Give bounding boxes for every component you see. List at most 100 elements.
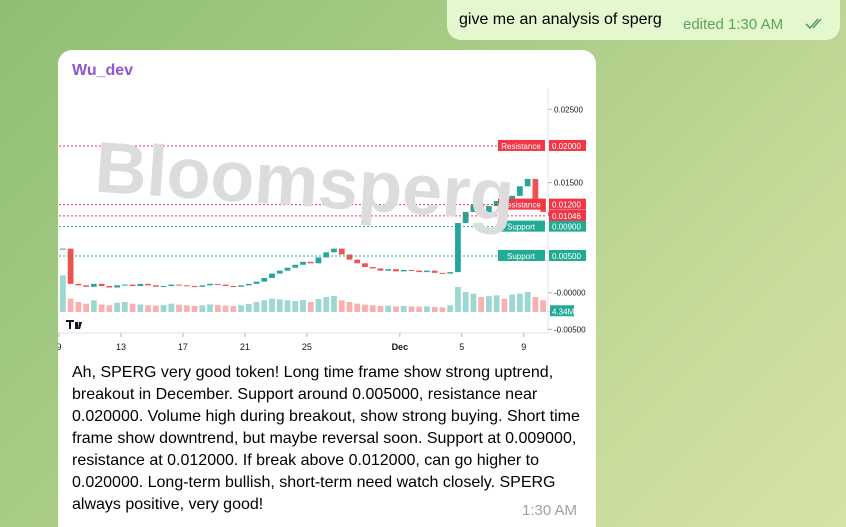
volume-bar bbox=[300, 300, 306, 312]
candle bbox=[207, 283, 213, 286]
candle bbox=[323, 252, 330, 258]
candle bbox=[168, 284, 175, 287]
volume-bar bbox=[253, 302, 260, 312]
candle bbox=[129, 284, 136, 287]
volume-bar bbox=[354, 303, 361, 312]
level-value-bg bbox=[549, 249, 586, 261]
volume-label-bg bbox=[550, 305, 574, 317]
level-name-bg bbox=[498, 139, 545, 151]
level-value: 0.01200 bbox=[552, 201, 581, 210]
level-value: 0.00900 bbox=[552, 223, 581, 232]
incoming-message[interactable]: Wu_dev 0.02500 0.01500 -0.00000 -0.00500 9 13… bbox=[58, 50, 596, 527]
candle bbox=[152, 285, 159, 287]
volume-bar bbox=[377, 306, 384, 312]
level-name: Support bbox=[507, 223, 536, 232]
candle bbox=[60, 248, 66, 250]
volume-bar bbox=[408, 306, 415, 312]
volume-bar bbox=[478, 297, 485, 312]
volume-bar bbox=[214, 305, 221, 312]
volume-bar bbox=[439, 307, 446, 312]
volume-bar bbox=[307, 302, 314, 312]
candle bbox=[67, 248, 74, 284]
candle bbox=[447, 272, 454, 274]
volume-bar bbox=[222, 305, 229, 312]
level-value: 0.02000 bbox=[552, 142, 581, 151]
candle bbox=[455, 222, 461, 273]
candle bbox=[354, 259, 361, 264]
level-value: 0.00500 bbox=[552, 252, 581, 261]
y-tick-label: -0.00500 bbox=[554, 325, 586, 334]
candle bbox=[137, 283, 144, 287]
volume-bar bbox=[346, 302, 353, 312]
candle bbox=[83, 285, 89, 287]
y-tick-label: 0.01500 bbox=[554, 179, 583, 188]
candle bbox=[462, 211, 469, 223]
level-name-bg bbox=[498, 220, 545, 232]
volume-bar bbox=[369, 305, 376, 312]
volume-bar bbox=[238, 305, 244, 312]
volume-bar bbox=[160, 305, 167, 312]
volume-bar bbox=[207, 304, 213, 312]
candle bbox=[486, 206, 492, 216]
volume-bar bbox=[284, 300, 291, 312]
volume-bar bbox=[385, 305, 392, 312]
candle bbox=[369, 266, 376, 269]
volume-bar bbox=[230, 306, 237, 312]
volume-bar bbox=[121, 302, 128, 312]
candle bbox=[517, 186, 523, 196]
candle bbox=[222, 284, 229, 287]
volume-bar bbox=[83, 303, 89, 312]
volume-bar bbox=[176, 304, 182, 312]
candle bbox=[362, 263, 368, 267]
level-name-bg bbox=[498, 198, 545, 210]
level-value-bg bbox=[549, 198, 586, 210]
candle bbox=[300, 261, 306, 265]
candle bbox=[199, 285, 206, 287]
volume-bar bbox=[269, 298, 275, 312]
x-tick-label: 9 bbox=[521, 342, 526, 352]
level-value: 0.01046 bbox=[552, 212, 581, 221]
volume-bar bbox=[315, 299, 322, 312]
candle bbox=[276, 270, 283, 274]
volume-bar bbox=[524, 292, 531, 312]
level-value-bg bbox=[549, 209, 586, 221]
volume-bar bbox=[114, 302, 120, 312]
candle bbox=[292, 264, 299, 268]
x-tick-label: 13 bbox=[116, 342, 126, 352]
x-tick-label: Dec bbox=[392, 342, 409, 352]
sender-name[interactable]: Wu_dev bbox=[72, 62, 134, 79]
y-tick-label: 0.02500 bbox=[554, 105, 583, 114]
volume-bar bbox=[462, 292, 469, 312]
candle bbox=[400, 269, 407, 272]
candle bbox=[75, 283, 82, 286]
candle bbox=[90, 283, 97, 287]
volume-bar bbox=[493, 295, 500, 312]
candle bbox=[439, 272, 446, 274]
candle bbox=[478, 204, 485, 216]
candle bbox=[214, 283, 221, 285]
outgoing-message[interactable]: give me an analysis of sperg edited 1:30… bbox=[447, 0, 840, 40]
volume-bar bbox=[517, 293, 523, 312]
candle bbox=[315, 257, 322, 264]
level-name-bg bbox=[498, 249, 545, 261]
volume-bar bbox=[75, 302, 82, 312]
volume-bar bbox=[168, 303, 175, 312]
candle bbox=[269, 273, 275, 278]
candle bbox=[377, 268, 384, 271]
candle bbox=[431, 270, 438, 273]
volume-bar bbox=[183, 305, 190, 312]
candle bbox=[346, 254, 353, 260]
message-text: Ah, SPERG very good token! Long time fra… bbox=[72, 364, 580, 513]
candle bbox=[245, 283, 252, 286]
candle bbox=[191, 286, 198, 288]
volume-bar bbox=[447, 305, 454, 312]
volume-bar bbox=[362, 304, 368, 312]
volume-bar bbox=[455, 287, 461, 312]
x-tick-label: 21 bbox=[240, 342, 250, 352]
chart-image[interactable]: 0.02500 0.01500 -0.00000 -0.00500 9 13 17 21 25 D… bbox=[58, 88, 588, 355]
candle bbox=[493, 200, 500, 207]
candle bbox=[393, 269, 399, 272]
candle bbox=[238, 285, 244, 287]
volume-bar bbox=[129, 303, 136, 312]
level-name: Resistance bbox=[501, 142, 541, 151]
